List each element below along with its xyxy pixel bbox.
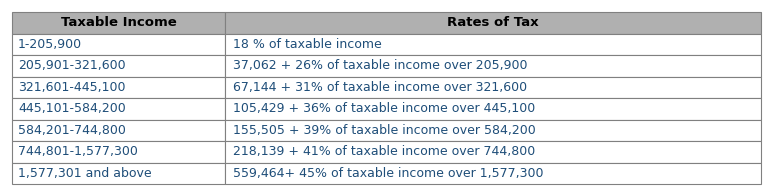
Bar: [226, 12, 761, 34]
Text: 321,601-445,100: 321,601-445,100: [18, 81, 125, 94]
Bar: [226, 162, 761, 184]
Text: Taxable Income: Taxable Income: [61, 16, 176, 29]
Bar: [226, 76, 761, 98]
Bar: [12, 162, 226, 184]
Bar: [12, 12, 226, 34]
Text: 205,901-321,600: 205,901-321,600: [18, 59, 126, 72]
Text: 105,429 + 36% of taxable income over 445,100: 105,429 + 36% of taxable income over 445…: [233, 102, 536, 115]
Text: 37,062 + 26% of taxable income over 205,900: 37,062 + 26% of taxable income over 205,…: [233, 59, 528, 72]
Bar: [12, 76, 226, 98]
Bar: [226, 34, 761, 55]
Text: 18 % of taxable income: 18 % of taxable income: [233, 38, 382, 51]
Text: 155,505 + 39% of taxable income over 584,200: 155,505 + 39% of taxable income over 584…: [233, 124, 536, 137]
Text: 218,139 + 41% of taxable income over 744,800: 218,139 + 41% of taxable income over 744…: [233, 145, 536, 158]
Text: 67,144 + 31% of taxable income over 321,600: 67,144 + 31% of taxable income over 321,…: [233, 81, 528, 94]
Bar: [12, 34, 226, 55]
Text: 1-205,900: 1-205,900: [18, 38, 82, 51]
Bar: [226, 55, 761, 76]
Bar: [226, 141, 761, 162]
Text: 559,464+ 45% of taxable income over 1,577,300: 559,464+ 45% of taxable income over 1,57…: [233, 167, 544, 180]
Text: Rates of Tax: Rates of Tax: [448, 16, 539, 29]
Text: 744,801-1,577,300: 744,801-1,577,300: [18, 145, 138, 158]
Bar: [12, 55, 226, 76]
Bar: [12, 120, 226, 141]
Text: 445,101-584,200: 445,101-584,200: [18, 102, 126, 115]
Text: 584,201-744,800: 584,201-744,800: [18, 124, 126, 137]
Text: 1,577,301 and above: 1,577,301 and above: [18, 167, 152, 180]
Bar: [226, 98, 761, 120]
Bar: [12, 98, 226, 120]
Bar: [12, 141, 226, 162]
Bar: [226, 120, 761, 141]
